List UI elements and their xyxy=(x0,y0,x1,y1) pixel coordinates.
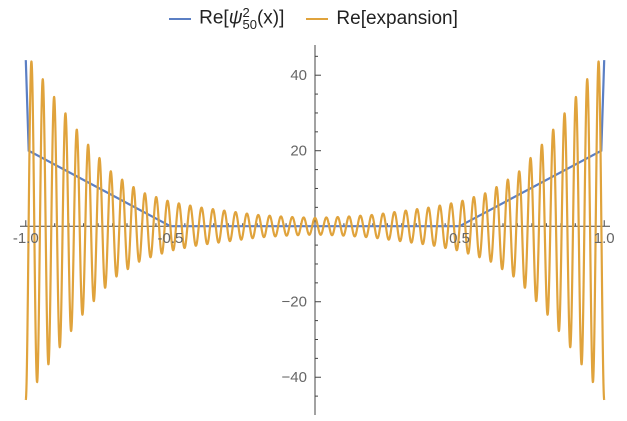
x-tick-label: 1.0 xyxy=(594,230,615,247)
y-tick-label: 40 xyxy=(290,67,307,84)
series-line-expansion xyxy=(24,60,606,401)
y-tick-label: −20 xyxy=(282,294,307,311)
x-tick-label: -0.5 xyxy=(157,230,183,247)
y-tick-label: −40 xyxy=(282,369,307,386)
plot-area xyxy=(24,60,606,401)
legend-item-series2: Re[expansion] xyxy=(306,8,458,30)
x-tick-label: -1.0 xyxy=(13,230,39,247)
tick-labels: -1.0 -0.5 0.5 1.0 40 20 −20 −40 xyxy=(13,67,615,386)
psi-symbol: ψ xyxy=(228,8,243,30)
legend-label-series2: Re[expansion] xyxy=(336,8,458,29)
x-tick-label: 0.5 xyxy=(449,230,470,247)
legend-label-series1: Re[ψ 2 50 (x)] xyxy=(199,5,285,32)
legend-item-series1: Re[ψ 2 50 (x)] xyxy=(169,5,285,32)
legend-swatch-series2 xyxy=(306,18,329,20)
y-tick-label: 20 xyxy=(290,143,307,160)
legend-swatch-series1 xyxy=(169,18,192,20)
legend: Re[ψ 2 50 (x)] Re[expansion] xyxy=(0,4,627,34)
